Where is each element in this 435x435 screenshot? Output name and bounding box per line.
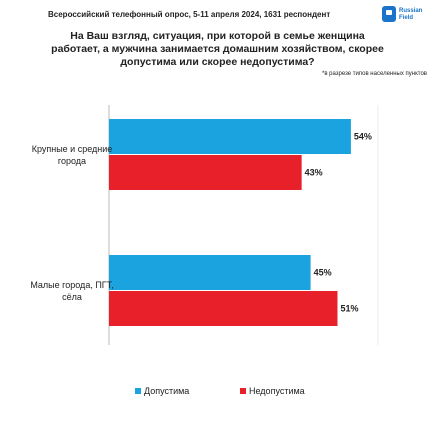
survey-info: Всероссийский телефонный опрос, 5-11 апр… [48,10,331,19]
chart-title: На Ваш взгляд, ситуация, при которой в с… [51,30,384,68]
category-label: Крупные и средние города [31,144,113,166]
value-label: 54% [354,132,372,142]
legend-swatch [135,388,141,394]
bar [109,255,311,290]
chart-subtitle: *в разрезе типов населенных пунктов [321,71,427,77]
value-label: 45% [314,268,332,278]
bar [109,119,351,154]
category-label: Малые города, ПГТ, сёла [30,280,114,302]
legend-label: Допустима [144,386,189,396]
legend-label: Недопустима [249,386,305,396]
value-label: 51% [340,304,358,314]
bar [109,155,302,190]
logo-text: Russian Field [399,8,423,21]
bar [109,291,338,326]
value-label: 43% [305,168,323,178]
logo-icon [382,6,396,22]
legend-swatch [240,388,246,394]
